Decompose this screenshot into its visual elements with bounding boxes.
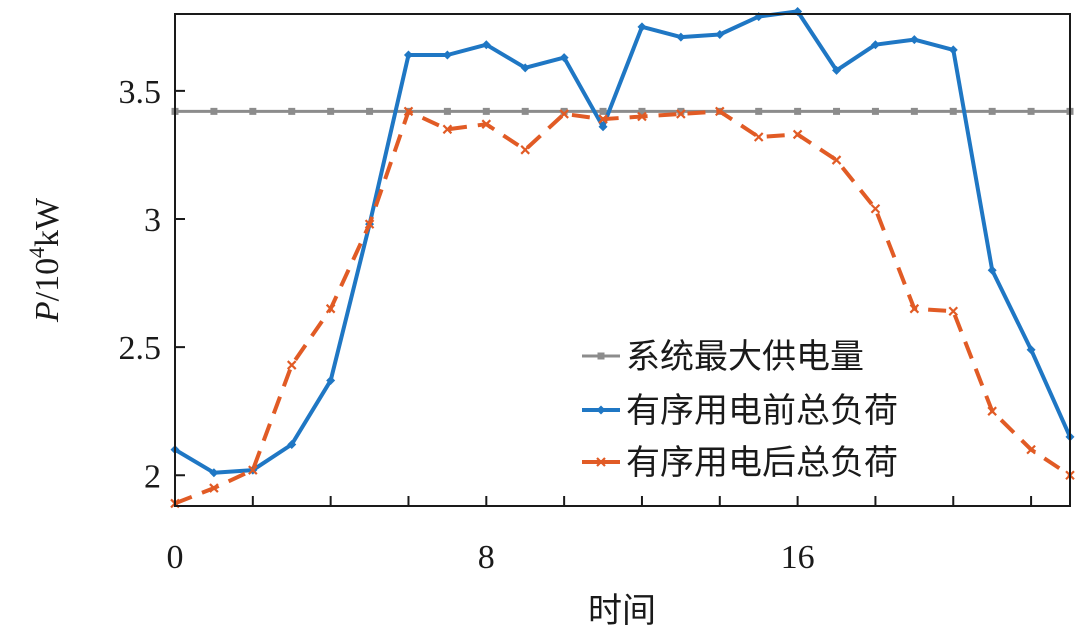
series-3-point bbox=[831, 155, 842, 165]
series-3-point bbox=[948, 306, 959, 317]
y-tick-label: 3.5 bbox=[119, 74, 162, 111]
series-2-point bbox=[442, 50, 452, 60]
series-2-point bbox=[520, 63, 530, 73]
series-3-point bbox=[403, 106, 414, 117]
series-3-point bbox=[325, 303, 336, 314]
series-3-point bbox=[715, 106, 725, 117]
series-1-point bbox=[560, 107, 568, 115]
legend-item-2: 有序用电前总负荷 bbox=[582, 391, 898, 431]
series-1-point bbox=[988, 107, 996, 115]
series-3-point bbox=[1026, 444, 1036, 455]
legend-item-1: 系统最大供电量 bbox=[582, 337, 864, 377]
series-1-point bbox=[677, 107, 685, 115]
series-3-point bbox=[598, 114, 608, 124]
y-tick-label: 2.5 bbox=[119, 330, 162, 367]
x-axis-ticks: 0 8 16 bbox=[167, 496, 1033, 576]
series-1-point bbox=[910, 107, 918, 115]
legend-marker bbox=[596, 457, 606, 467]
legend-label: 系统最大供电量 bbox=[626, 337, 864, 377]
series-2 bbox=[170, 6, 1075, 478]
series-2-point bbox=[676, 32, 686, 42]
series-3-point bbox=[559, 109, 569, 119]
x-axis-title: 时间 bbox=[588, 591, 656, 631]
series-2-point bbox=[832, 65, 842, 75]
series-1-point bbox=[366, 107, 374, 115]
series-2-point bbox=[559, 53, 569, 63]
series-1 bbox=[171, 107, 1074, 115]
y-axis-unit-exponent: 4 bbox=[24, 247, 49, 258]
series-2-point bbox=[987, 265, 997, 275]
series-1-point bbox=[482, 107, 490, 115]
series-2-point bbox=[598, 122, 608, 132]
series-1-point bbox=[755, 107, 763, 115]
series-3-point bbox=[987, 406, 997, 416]
y-axis-variable: P bbox=[29, 301, 66, 323]
series-3-point bbox=[909, 303, 920, 314]
series-2-point bbox=[481, 40, 491, 50]
series-3-line bbox=[174, 109, 1072, 506]
series-2-point bbox=[287, 440, 297, 449]
series-3-point bbox=[870, 203, 881, 214]
series-3-point bbox=[286, 360, 297, 370]
series-2-line bbox=[173, 9, 1072, 475]
series-3-point bbox=[792, 129, 803, 140]
series-2-point bbox=[870, 40, 880, 50]
y-axis-title: P/104kW bbox=[24, 197, 66, 323]
series-2-point bbox=[209, 468, 219, 478]
series-3-point bbox=[364, 219, 375, 229]
series-3-point bbox=[442, 124, 453, 135]
series-2-point bbox=[326, 375, 336, 385]
series-3 bbox=[170, 106, 1075, 509]
y-axis-unit-prefix: /10 bbox=[29, 258, 66, 301]
series-3-point bbox=[637, 111, 647, 122]
series-1-point bbox=[949, 107, 957, 115]
legend-item-3: 有序用电后总负荷 bbox=[582, 443, 898, 483]
x-tick-label: 0 bbox=[167, 539, 184, 576]
series-1-point bbox=[1027, 107, 1035, 115]
y-axis-unit: kW bbox=[29, 197, 66, 247]
series-2-point bbox=[637, 22, 647, 32]
series-layer bbox=[170, 6, 1075, 509]
legend-marker bbox=[597, 352, 605, 360]
series-3-point bbox=[753, 132, 764, 142]
plot-frame bbox=[174, 13, 1071, 507]
series-2-point bbox=[948, 45, 958, 55]
series-2-point bbox=[403, 50, 413, 60]
series-1-point bbox=[871, 107, 879, 115]
series-1-point bbox=[443, 107, 451, 115]
series-3-point bbox=[248, 465, 258, 475]
series-3-point bbox=[520, 145, 530, 155]
x-tick-label: 8 bbox=[478, 539, 495, 576]
series-1-point bbox=[288, 107, 296, 115]
y-tick-label: 3 bbox=[144, 202, 161, 239]
legend-label: 有序用电前总负荷 bbox=[626, 391, 898, 431]
series-1-point bbox=[794, 107, 802, 115]
series-1-point bbox=[521, 107, 529, 115]
legend-marker bbox=[596, 405, 606, 415]
y-axis-ticks: 2 2.5 3 3.5 bbox=[119, 74, 185, 495]
series-1-point bbox=[599, 107, 607, 115]
series-3-point bbox=[676, 109, 686, 119]
x-tick-label: 16 bbox=[781, 539, 815, 576]
series-3-point bbox=[481, 119, 492, 129]
series-1-point bbox=[249, 107, 257, 115]
y-tick-label: 2 bbox=[144, 458, 161, 495]
series-3-point bbox=[209, 483, 219, 493]
series-1-point bbox=[210, 107, 218, 115]
series-1-point bbox=[833, 107, 841, 115]
series-2-point bbox=[909, 35, 919, 45]
series-1-point bbox=[327, 107, 335, 115]
legend-label: 有序用电后总负荷 bbox=[626, 443, 898, 483]
series-2-point bbox=[715, 30, 725, 39]
series-1-point bbox=[638, 107, 646, 115]
series-2-point bbox=[1026, 345, 1036, 355]
